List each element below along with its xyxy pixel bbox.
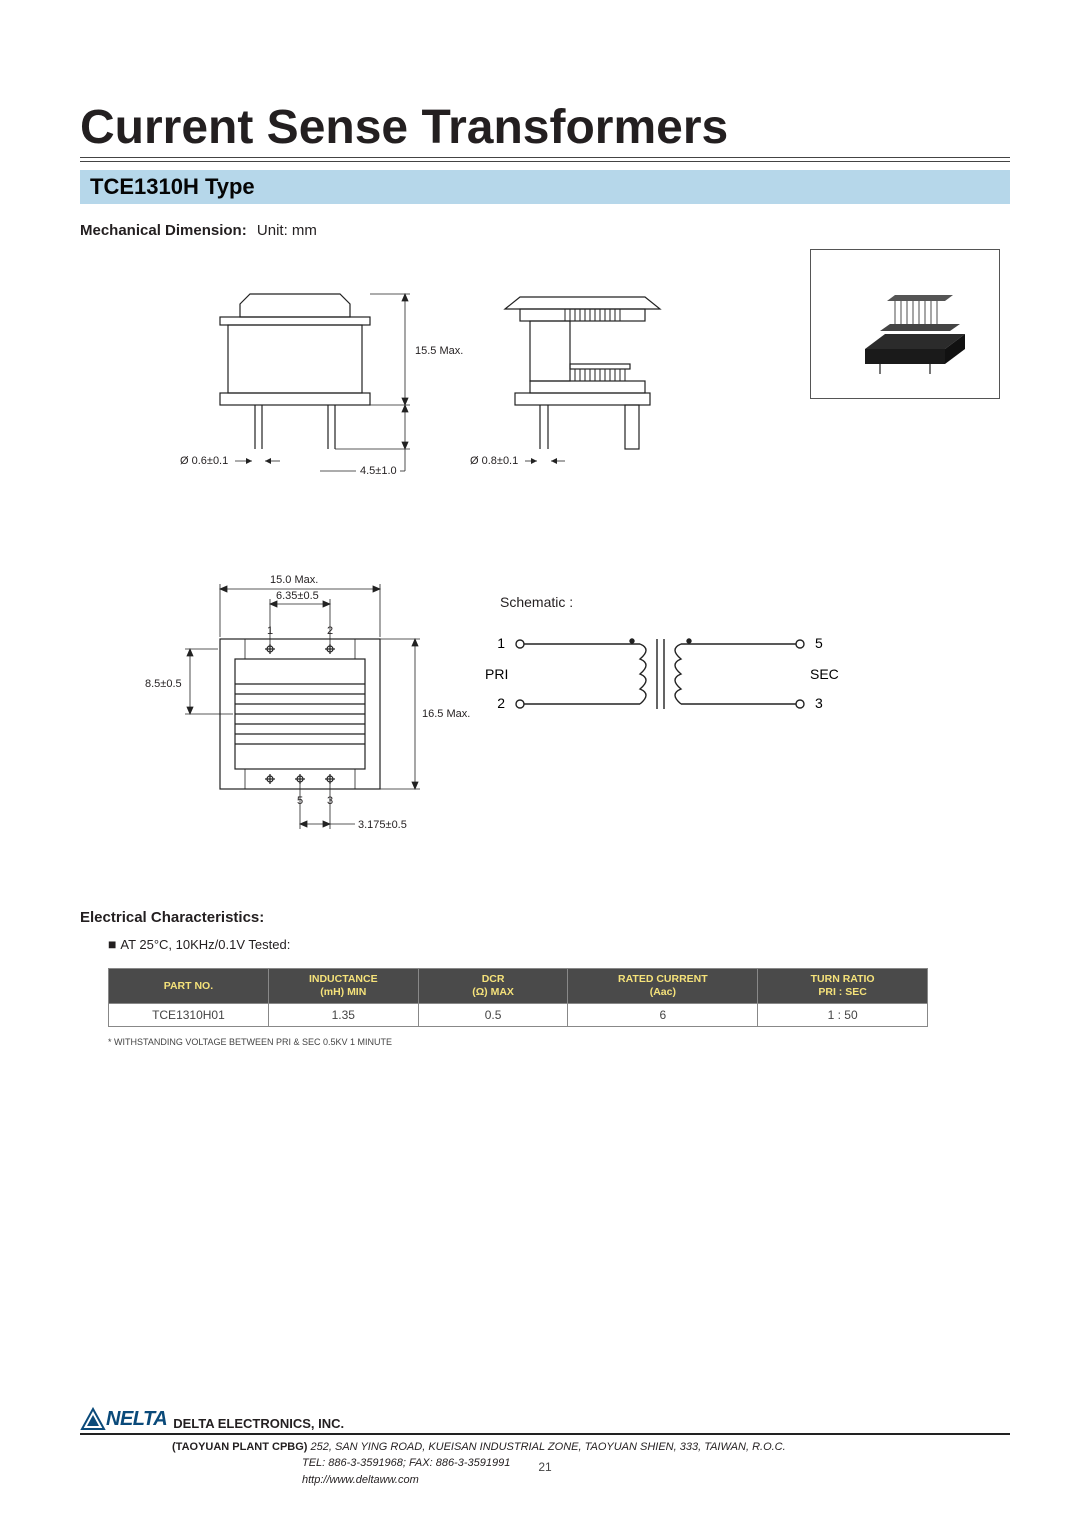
dim-small-dia: Ø 0.6±0.1	[180, 455, 228, 467]
sch-pin-5: 5	[815, 635, 823, 651]
th-turn-ratio: TURN RATIOPRI : SEC	[758, 969, 928, 1004]
th-inductance: INDUCTANCE(mH) MIN	[268, 969, 418, 1004]
dim-left-half: 8.5±0.5	[145, 678, 182, 690]
footprint-drawing: 1 2 5 3 15.0 Max. 6.35±0.5	[140, 539, 480, 869]
schematic-drawing: 1 2 5 3 PRI SEC	[480, 609, 840, 779]
sch-sec-label: SEC	[810, 666, 839, 682]
side-view-drawing: Ø 0.8±0.1	[470, 269, 730, 529]
cell-dcr: 0.5	[418, 1004, 568, 1027]
cell-inductance: 1.35	[268, 1004, 418, 1027]
table-footnote: * WITHSTANDING VOLTAGE BETWEEN PRI & SEC…	[108, 1037, 1010, 1047]
sch-pin-2: 2	[497, 695, 505, 711]
product-image-box	[810, 249, 1000, 399]
mechanical-dimension-label: Mechanical Dimension: Unit: mm	[80, 222, 1010, 239]
delta-logo-icon	[80, 1407, 106, 1431]
drawings-area: 15.5 Max. 4.5±1.0 Ø 0.6±0.1	[80, 249, 1010, 889]
front-view-drawing: 15.5 Max. 4.5±1.0 Ø 0.6±0.1	[180, 269, 480, 529]
dim-height: 15.5 Max.	[415, 345, 463, 357]
product-render-icon	[825, 269, 985, 379]
th-dcr: DCR(Ω) MAX	[418, 969, 568, 1004]
footer-company: DELTA ELECTRONICS, INC.	[173, 1416, 344, 1431]
sch-pri-label: PRI	[485, 666, 508, 682]
type-bar: TCE1310H Type	[80, 170, 1010, 204]
datasheet-page: Current Sense Transformers TCE1310H Type…	[0, 0, 1080, 1528]
mech-unit: Unit: mm	[257, 222, 317, 239]
table-header-row: PART NO. INDUCTANCE(mH) MIN DCR(Ω) MAX R…	[109, 969, 928, 1004]
cell-rated-current: 6	[568, 1004, 758, 1027]
footer-address: 252, SAN YING ROAD, KUEISAN INDUSTRIAL Z…	[311, 1441, 786, 1453]
schematic-label: Schematic :	[500, 594, 573, 610]
dim-pitch: 6.35±0.5	[276, 590, 319, 602]
spec-table: PART NO. INDUCTANCE(mH) MIN DCR(Ω) MAX R…	[108, 968, 928, 1027]
page-title: Current Sense Transformers	[80, 100, 1010, 158]
sch-pin-1: 1	[497, 635, 505, 651]
tested-conditions: AT 25°C, 10KHz/0.1V Tested:	[108, 936, 1010, 952]
dim-body-len: 16.5 Max.	[422, 708, 470, 720]
th-rated-current: RATED CURRENT(Aac)	[568, 969, 758, 1004]
table-row: TCE1310H01 1.35 0.5 6 1 : 50	[109, 1004, 928, 1027]
dim-pin-len: 4.5±1.0	[360, 465, 397, 477]
dim-bottom-offset: 3.175±0.5	[358, 819, 407, 831]
footer-url: http://www.deltaww.com	[302, 1474, 419, 1486]
mech-label-text: Mechanical Dimension:	[80, 222, 247, 239]
footer-plant: (TAOYUAN PLANT CPBG)	[172, 1441, 307, 1453]
logo-text: NELTA	[106, 1408, 167, 1431]
electrical-characteristics-label: Electrical Characteristics:	[80, 909, 1010, 926]
page-number: 21	[80, 1460, 1010, 1474]
th-part: PART NO.	[109, 969, 269, 1004]
cell-part: TCE1310H01	[109, 1004, 269, 1027]
dim-large-dia: Ø 0.8±0.1	[470, 455, 518, 467]
cell-turn-ratio: 1 : 50	[758, 1004, 928, 1027]
sch-pin-3: 3	[815, 695, 823, 711]
page-footer: NELTA DELTA ELECTRONICS, INC. (TAOYUAN P…	[80, 1407, 1010, 1489]
dim-width: 15.0 Max.	[270, 574, 318, 586]
